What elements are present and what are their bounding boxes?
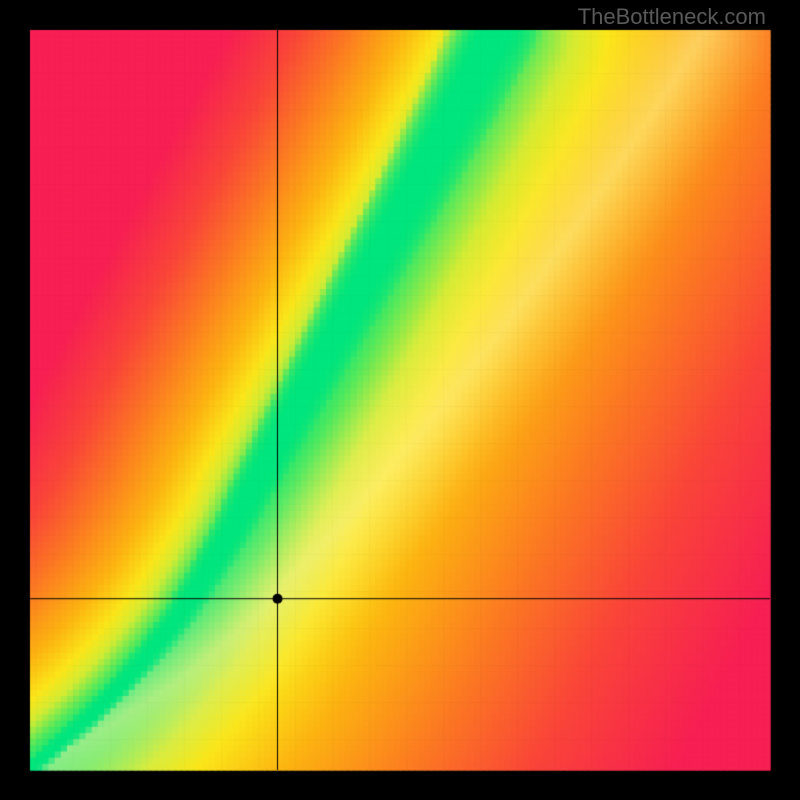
watermark-text: TheBottleneck.com	[578, 4, 766, 30]
bottleneck-heatmap	[0, 0, 800, 800]
